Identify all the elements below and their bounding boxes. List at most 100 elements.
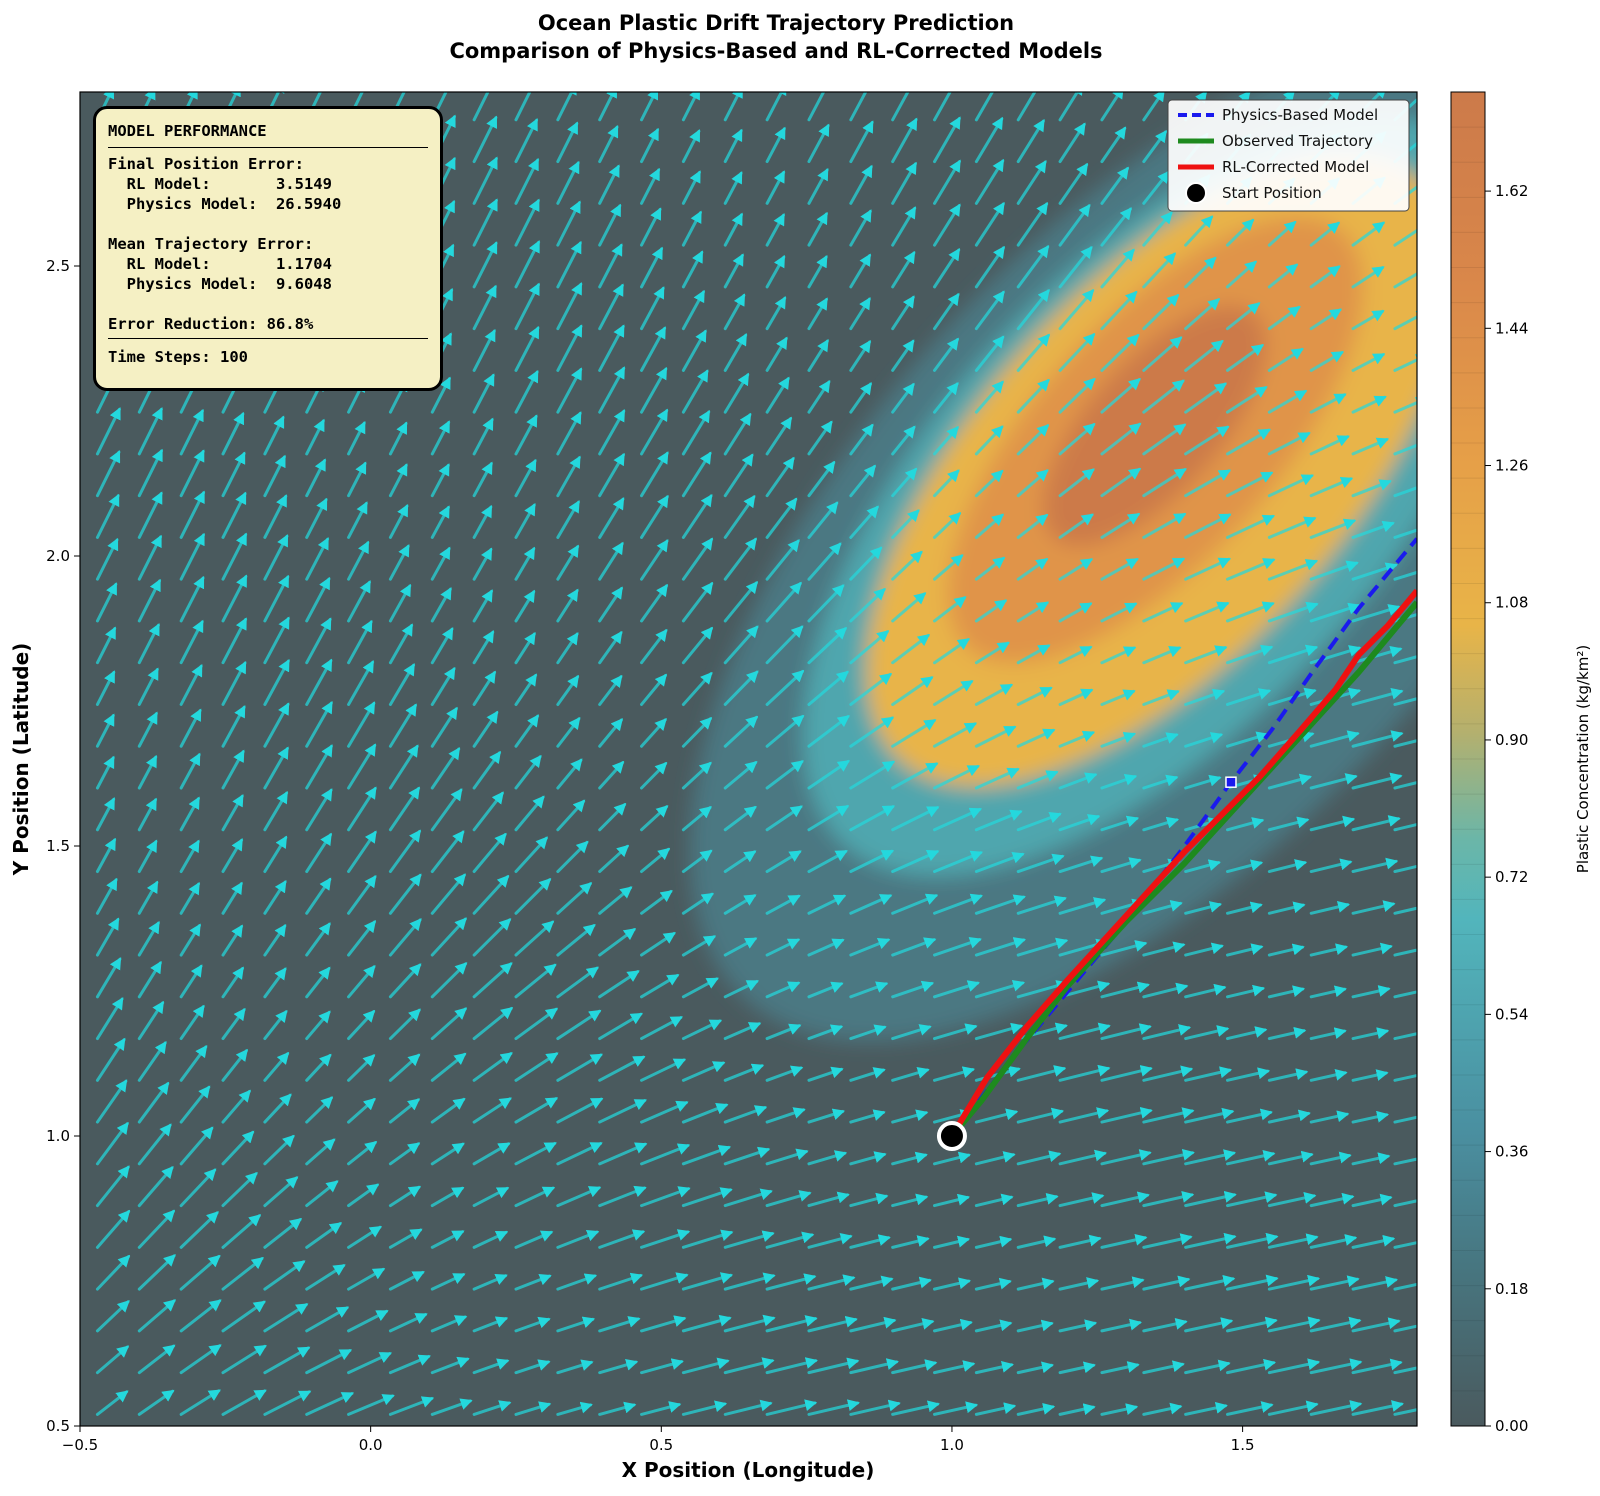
- current-arrow: [974, 290, 1005, 331]
- current-arrow: [263, 494, 288, 539]
- current-arrow: [263, 1218, 303, 1249]
- current-arrow: [95, 407, 121, 456]
- current-arrow: [640, 1058, 687, 1082]
- current-arrow: [430, 1052, 467, 1082]
- current-arrow: [1058, 162, 1089, 205]
- current-arrow: [137, 1040, 167, 1082]
- current-arrow: [556, 92, 577, 122]
- current-arrow: [1100, 557, 1139, 581]
- current-arrow: [849, 423, 874, 456]
- current-arrow: [807, 1357, 860, 1375]
- current-arrow: [1267, 985, 1306, 999]
- current-arrow: [1309, 1358, 1363, 1375]
- current-arrow: [640, 761, 668, 790]
- current-arrow: [556, 758, 583, 790]
- current-arrow: [807, 1233, 853, 1249]
- current-arrow: [1058, 468, 1095, 498]
- current-arrow: [1016, 1150, 1062, 1166]
- y-tick-label: 1.0: [46, 1127, 70, 1145]
- current-arrow: [221, 749, 245, 790]
- colorbar-frame: [1450, 91, 1486, 1427]
- current-arrow: [179, 839, 200, 874]
- current-arrow: [556, 1009, 602, 1041]
- current-arrow: [640, 1229, 691, 1249]
- current-arrow: [221, 574, 248, 623]
- current-arrow: [347, 786, 377, 832]
- current-arrow: [305, 1138, 336, 1166]
- colorbar-label: Plastic Concentration (kg/km²): [1574, 645, 1592, 873]
- current-arrow: [1393, 570, 1417, 581]
- chart-title-line-1: Ocean Plastic Drift Trajectory Predictio…: [538, 11, 1014, 35]
- current-arrow: [1309, 560, 1359, 581]
- current-arrow: [1016, 378, 1050, 414]
- current-arrow: [1142, 293, 1180, 331]
- current-arrow: [1016, 853, 1065, 874]
- chart-title-line-2: Comparison of Physics-Based and RL-Corre…: [449, 39, 1102, 63]
- current-arrow: [1142, 336, 1183, 372]
- current-arrow: [974, 1235, 1013, 1249]
- current-arrow: [640, 326, 667, 372]
- current-arrow: [556, 1359, 594, 1375]
- current-arrow: [681, 761, 712, 790]
- current-arrow: [723, 1105, 768, 1124]
- current-arrow: [514, 92, 537, 122]
- current-arrow: [598, 497, 625, 539]
- current-arrow: [430, 505, 450, 539]
- current-arrow: [95, 670, 116, 706]
- current-arrow: [430, 706, 458, 748]
- current-arrow: [347, 1141, 378, 1166]
- current-arrow: [1351, 1110, 1390, 1124]
- current-arrow: [723, 372, 750, 414]
- current-arrow: [1393, 1073, 1417, 1082]
- current-arrow: [556, 840, 589, 874]
- colorbar-tick-label: 1.26: [1495, 457, 1528, 475]
- current-arrow: [514, 198, 540, 247]
- current-arrow: [556, 411, 582, 456]
- current-arrow: [1225, 1149, 1276, 1166]
- current-arrow: [179, 1004, 205, 1041]
- current-arrow: [305, 418, 325, 456]
- current-arrow: [137, 920, 160, 957]
- current-arrow: [95, 917, 120, 957]
- current-arrow: [1351, 772, 1403, 790]
- current-arrow: [598, 674, 623, 706]
- current-arrow: [1351, 985, 1391, 999]
- current-arrow: [807, 670, 849, 706]
- current-arrow: [472, 710, 499, 748]
- current-arrow: [347, 830, 377, 874]
- current-arrow: [1184, 1107, 1235, 1124]
- plot-frame: [79, 91, 1418, 1427]
- current-arrow: [723, 212, 743, 247]
- current-arrow: [1058, 602, 1093, 623]
- y-axis: 0.5 1.0 1.5 2.0 2.5: [46, 257, 80, 1435]
- current-arrow: [1225, 428, 1271, 456]
- current-arrow: [765, 213, 785, 247]
- current-arrow: [95, 1121, 129, 1166]
- current-arrow: [430, 747, 461, 790]
- current-arrow: [1309, 518, 1357, 539]
- current-arrow: [681, 92, 700, 122]
- current-arrow: [1225, 1191, 1278, 1208]
- current-arrow: [849, 894, 893, 915]
- current-arrow: [1309, 1068, 1348, 1082]
- current-arrow: [137, 1299, 176, 1333]
- current-arrow: [137, 711, 158, 748]
- current-arrow: [430, 1186, 465, 1208]
- current-arrow: [1100, 422, 1142, 456]
- current-arrow: [974, 425, 1004, 456]
- current-arrow: [849, 1275, 894, 1291]
- current-arrow: [137, 407, 163, 456]
- current-arrow: [1225, 1108, 1273, 1124]
- current-arrow: [472, 198, 498, 247]
- current-arrow: [472, 241, 498, 289]
- current-arrow: [807, 627, 848, 665]
- current-arrow: [933, 1401, 979, 1416]
- current-arrow: [472, 1230, 509, 1249]
- current-arrow: [137, 534, 163, 581]
- current-arrow: [1016, 202, 1049, 247]
- current-arrow: [1309, 265, 1341, 289]
- current-arrow: [1309, 1316, 1362, 1333]
- current-arrow: [514, 282, 540, 331]
- current-arrow: [1016, 1192, 1059, 1208]
- current-arrow: [974, 1151, 1016, 1166]
